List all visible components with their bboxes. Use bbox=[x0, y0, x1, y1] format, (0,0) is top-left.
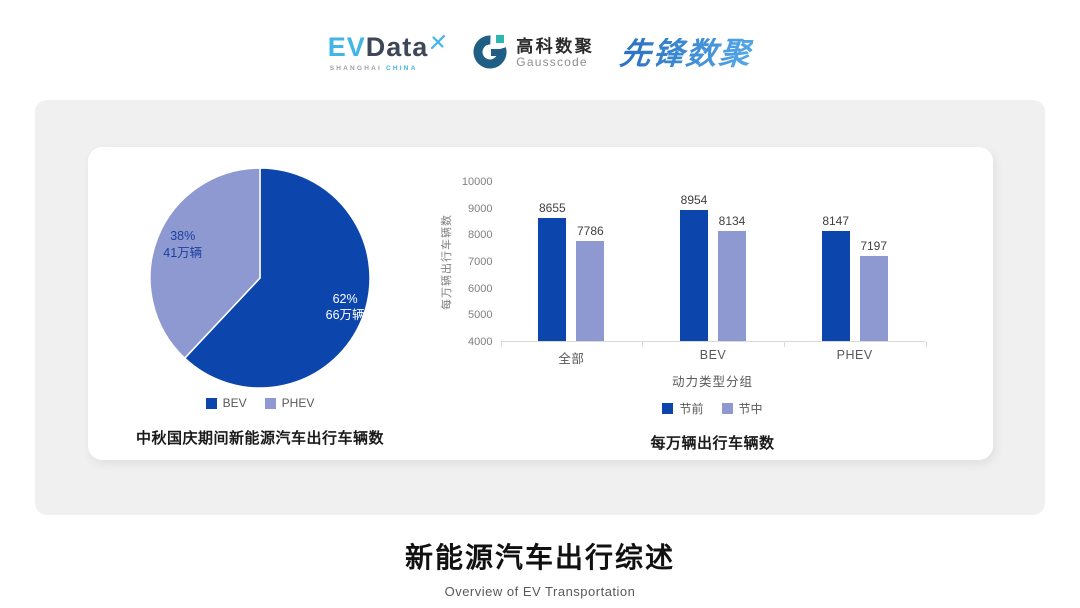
gausscode-en-name: Gausscode bbox=[516, 55, 588, 70]
xianfeng-logo: 先锋数聚 bbox=[618, 35, 755, 71]
bar-value-label: 8954 bbox=[680, 192, 708, 207]
bar-legend-item-节前: 节前 bbox=[662, 400, 704, 417]
category-label-全部: 全部 bbox=[558, 352, 585, 366]
legend-label: PHEV bbox=[281, 396, 315, 410]
bar-value-label: 8655 bbox=[538, 200, 566, 215]
pie-svg bbox=[149, 167, 371, 389]
bar-group-PHEV: 8147 7197 bbox=[784, 182, 926, 341]
x-star-icon bbox=[430, 28, 446, 55]
pie-legend: BEV PHEV bbox=[205, 396, 315, 410]
evdata-shanghai-text: SHANGHAI bbox=[329, 65, 382, 72]
footer: 新能源汽车出行综述 Overview of EV Transportation bbox=[0, 536, 1080, 599]
y-tick-label: 5000 bbox=[468, 309, 493, 322]
pie-label-phev: 38% 41万辆 bbox=[163, 228, 202, 261]
evdata-china-text: CHINA bbox=[386, 65, 418, 72]
bar-节中-全部 bbox=[576, 240, 605, 341]
bar-legend: 节前 节中 bbox=[662, 400, 763, 417]
pie-legend-item-bev: BEV bbox=[205, 396, 247, 410]
pie-chart: 38% 41万辆 62% 66万辆 bbox=[148, 166, 372, 390]
bar-chart: 每万辆出行车辆数 10000 9000 8000 7000 6000 5000 4000 8… bbox=[433, 170, 993, 367]
bar-value-label: 7786 bbox=[576, 223, 604, 238]
pie-slice-phev bbox=[149, 167, 261, 359]
bar-wrap: 7786 bbox=[576, 182, 605, 341]
bar-节中-PHEV bbox=[859, 256, 888, 341]
header-logos: EV Data SHANGHAI CHINA 高科数聚 Gausscode 先锋数… bbox=[0, 0, 1080, 100]
bar-wrap: 8655 bbox=[538, 182, 567, 341]
y-tick-label: 4000 bbox=[468, 336, 493, 348]
x-axis-tick bbox=[925, 342, 927, 347]
gausscode-cn-name: 高科数聚 bbox=[516, 36, 595, 56]
page-title: 新能源汽车出行综述 bbox=[404, 542, 675, 573]
gray-panel: 38% 41万辆 62% 66万辆 BEV PHEV 中秋国庆期间新能源汽车出行车… bbox=[35, 100, 1045, 515]
bar-节中-BEV bbox=[718, 231, 746, 341]
bar-value-label: 8147 bbox=[822, 214, 850, 229]
y-tick-label: 10000 bbox=[461, 176, 493, 188]
y-tick-label: 8000 bbox=[468, 229, 493, 242]
legend-label: 节中 bbox=[738, 402, 763, 416]
y-tick-label: 6000 bbox=[468, 282, 493, 295]
gausscode-g-icon bbox=[472, 33, 508, 74]
bar-category-row: 全部 BEV PHEV bbox=[501, 348, 926, 367]
legend-swatch-icon bbox=[721, 403, 733, 414]
pie-phev-percent: 38% bbox=[170, 229, 196, 244]
charts-card: 38% 41万辆 62% 66万辆 BEV PHEV 中秋国庆期间新能源汽车出行车… bbox=[87, 147, 993, 460]
pie-slice-bev bbox=[183, 167, 371, 389]
category-label-PHEV: PHEV bbox=[836, 348, 873, 362]
bar-wrap: 7197 bbox=[859, 182, 888, 341]
pie-bev-percent: 62% bbox=[332, 291, 358, 306]
pie-chart-section: 38% 41万辆 62% 66万辆 BEV PHEV 中秋国庆期间新能源汽车出行车… bbox=[88, 147, 433, 460]
legend-swatch-icon bbox=[205, 397, 217, 409]
evdata-ev-text: EV bbox=[327, 32, 366, 62]
bar-value-label: 7197 bbox=[860, 239, 888, 254]
bar-节前-全部 bbox=[538, 217, 567, 341]
legend-label: 节前 bbox=[679, 402, 704, 416]
bar-chart-title: 每万辆出行车辆数 bbox=[650, 435, 775, 452]
evdata-data-text: Data bbox=[365, 32, 429, 62]
evdata-subtext: SHANGHAI CHINA bbox=[330, 65, 418, 72]
bar-legend-item-节中: 节中 bbox=[721, 400, 763, 417]
pie-phev-value: 41万辆 bbox=[163, 245, 203, 260]
bar-wrap: 8954 bbox=[680, 182, 708, 341]
gausscode-logo: 高科数聚 Gausscode bbox=[472, 33, 594, 74]
legend-label: BEV bbox=[222, 396, 247, 410]
bar-chart-section: 每万辆出行车辆数 10000 9000 8000 7000 6000 5000 4000 8… bbox=[433, 147, 993, 460]
gausscode-text: 高科数聚 Gausscode bbox=[516, 37, 594, 70]
bar-groups: 8655 7786 8954 8134 8147 7197 bbox=[501, 182, 926, 341]
bar-value-label: 8134 bbox=[718, 214, 746, 229]
evdata-wordmark: EV Data bbox=[328, 34, 447, 61]
x-axis-tick bbox=[500, 342, 502, 347]
category-label-BEV: BEV bbox=[699, 348, 727, 362]
evdata-logo: EV Data SHANGHAI CHINA bbox=[328, 34, 447, 72]
bar-wrap: 8134 bbox=[718, 182, 746, 341]
bar-plot-area: 8655 7786 8954 8134 8147 7197 bbox=[500, 182, 927, 347]
bar-group-全部: 8655 7786 bbox=[501, 182, 643, 341]
bar-节前-BEV bbox=[680, 209, 708, 341]
legend-swatch-icon bbox=[264, 397, 276, 409]
bar-x-axis-label: 动力类型分组 bbox=[671, 375, 753, 389]
pie-chart-title: 中秋国庆期间新能源汽车出行车辆数 bbox=[135, 430, 384, 447]
pie-legend-item-phev: PHEV bbox=[264, 396, 315, 410]
page-subtitle: Overview of EV Transportation bbox=[444, 584, 636, 599]
bar-group-BEV: 8954 8134 bbox=[642, 182, 784, 341]
y-tick-label: 7000 bbox=[468, 256, 493, 268]
bar-wrap: 8147 bbox=[821, 182, 850, 341]
x-axis-tick bbox=[783, 342, 785, 347]
pie-label-bev: 62% 66万辆 bbox=[326, 291, 365, 324]
bar-yticks: 10000 9000 8000 7000 6000 5000 4000 bbox=[451, 176, 493, 348]
bar-节前-PHEV bbox=[821, 231, 850, 341]
legend-swatch-icon bbox=[662, 403, 674, 414]
pie-bev-value: 66万辆 bbox=[325, 308, 365, 323]
x-axis-tick bbox=[642, 342, 644, 347]
y-tick-label: 9000 bbox=[468, 202, 493, 215]
